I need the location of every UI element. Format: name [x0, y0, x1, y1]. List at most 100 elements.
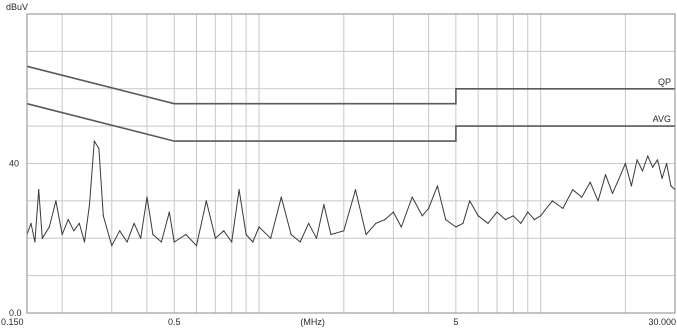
trace-point [469, 200, 471, 202]
trace-point [589, 181, 591, 183]
trace-point [168, 211, 170, 213]
x-tick-label: 0.5 [168, 317, 181, 327]
trace-point [572, 189, 574, 191]
trace-point [641, 170, 644, 172]
trace-point [581, 196, 583, 198]
trace-point [411, 196, 413, 198]
trace-point [487, 222, 489, 224]
trace-point [462, 222, 464, 224]
trace-point [238, 189, 240, 191]
trace-point [55, 200, 57, 202]
trace-point [280, 196, 282, 198]
trace-point [527, 211, 529, 213]
trace-point [656, 159, 659, 161]
trace-point [119, 230, 121, 232]
trace-point [111, 245, 113, 247]
trace-point [102, 215, 104, 217]
trace-point [231, 241, 233, 243]
trace-point [133, 222, 135, 224]
trace-point [496, 211, 498, 213]
trace-point [30, 222, 32, 224]
trace-point [173, 241, 175, 243]
trace-point [195, 245, 198, 247]
trace-point [78, 222, 80, 224]
trace-point [34, 241, 36, 243]
trace-point [666, 162, 668, 165]
trace-point [428, 207, 430, 209]
trace-point [93, 140, 95, 142]
x-tick-label: 0.150 [1, 317, 24, 327]
trace-point [258, 226, 260, 228]
trace-point [214, 237, 216, 239]
grid [27, 14, 675, 313]
trace-point [299, 241, 301, 243]
trace-point [392, 211, 394, 213]
limit-line-qp [26, 65, 675, 105]
trace-point [61, 233, 63, 236]
trace-line [26, 140, 676, 247]
trace-point [38, 189, 40, 191]
trace-point [308, 222, 310, 224]
trace-point [624, 162, 627, 165]
trace-point [647, 155, 649, 157]
trace-point [140, 237, 142, 239]
trace-point [562, 207, 564, 209]
plot-frame [26, 13, 676, 314]
trace-point [670, 185, 672, 187]
x-tick-label: 30.000 [648, 317, 676, 327]
limit-line-avg [26, 102, 675, 142]
trace-point [520, 222, 522, 224]
trace-point [290, 233, 292, 236]
trace-point [98, 147, 100, 150]
trace-point [315, 237, 318, 239]
trace-point [146, 196, 148, 198]
trace-point [630, 185, 633, 187]
trace-point [67, 219, 69, 221]
trace-point [126, 241, 128, 243]
trace-point [354, 189, 357, 191]
trace-point [512, 215, 514, 217]
trace-series [26, 140, 676, 247]
trace-point [618, 177, 620, 179]
trace-point [185, 233, 187, 236]
trace-point [48, 226, 50, 228]
trace-point [604, 174, 607, 176]
trace-point [661, 177, 663, 179]
trace-point [436, 185, 438, 187]
trace-point [421, 215, 423, 217]
axis-labels: dBuV 0.0 40 0.150 0.5 5 30.000 (MHz) [1, 2, 676, 327]
trace-point [477, 215, 479, 217]
trace-point [455, 226, 457, 228]
trace-point [384, 219, 386, 221]
trace-point [205, 200, 207, 202]
trace-point [375, 222, 377, 224]
trace-point [83, 241, 86, 243]
trace-point [597, 200, 599, 202]
trace-point [540, 215, 542, 217]
limit-label-avg: AVG [653, 114, 671, 124]
trace-point [400, 226, 402, 228]
trace-point [504, 219, 507, 221]
trace-point [445, 219, 447, 221]
trace-point [88, 204, 91, 206]
trace-point [152, 233, 154, 236]
trace-point [652, 166, 654, 168]
y-axis-label: dBuV [6, 2, 28, 12]
y-tick-label: 40 [9, 159, 19, 169]
trace-point [223, 230, 225, 232]
trace-point [330, 233, 332, 236]
trace-point [41, 237, 43, 239]
trace-point [245, 233, 247, 236]
trace-point [343, 230, 345, 232]
trace-point [365, 233, 367, 236]
trace-point [73, 230, 75, 232]
x-axis-label: (MHz) [300, 317, 325, 327]
trace-point [611, 192, 614, 194]
trace-point [551, 200, 553, 202]
trace-point [636, 159, 638, 161]
trace-point [270, 237, 272, 239]
x-tick-label: 5 [453, 317, 458, 327]
limit-lines: QP AVG [26, 65, 675, 142]
trace-point [533, 219, 536, 221]
